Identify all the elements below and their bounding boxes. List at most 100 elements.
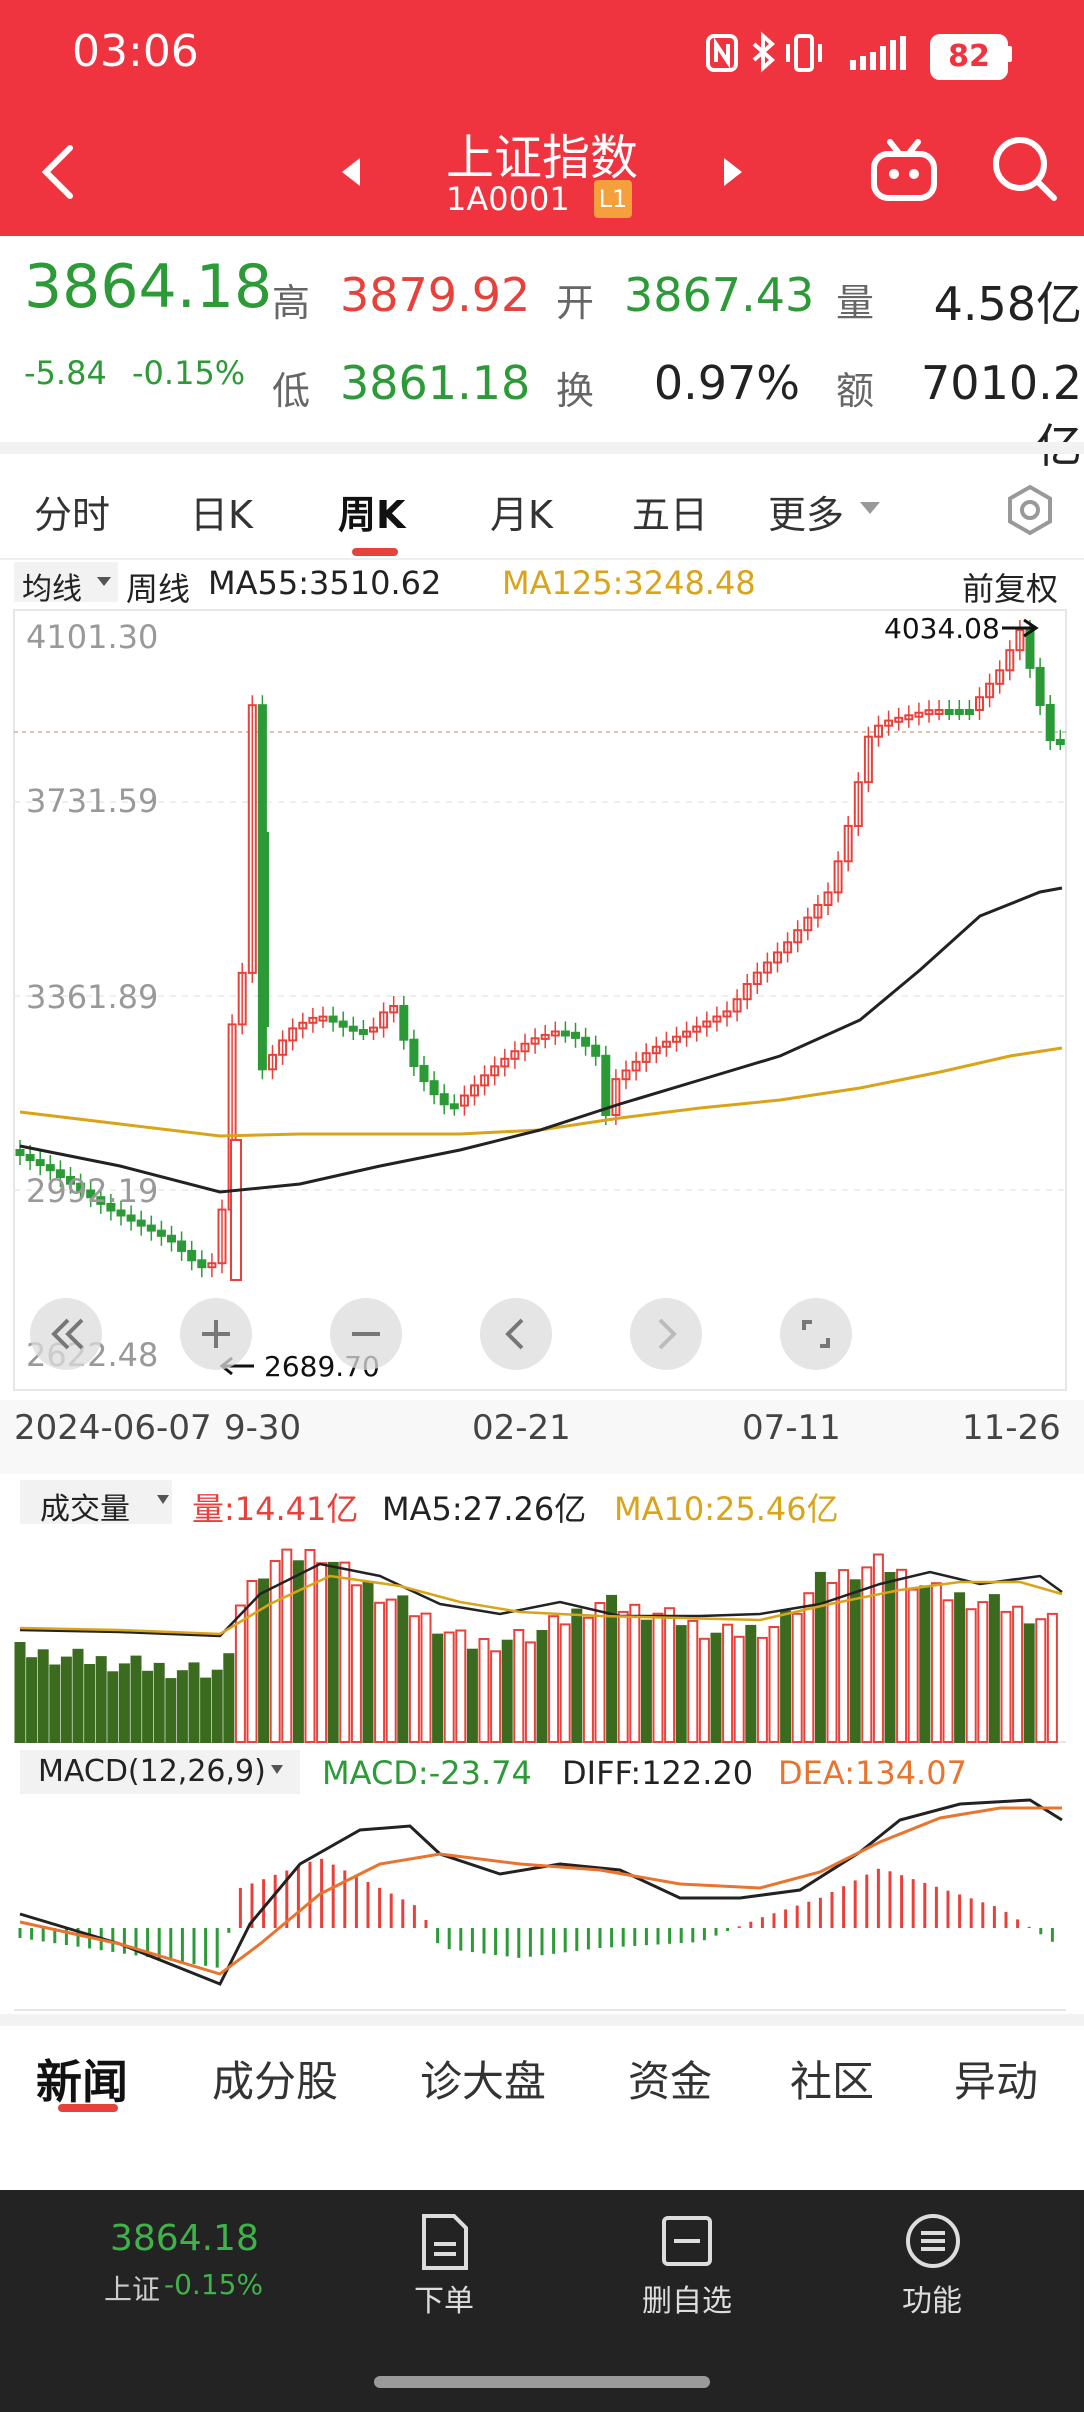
volume-bars: [14, 1548, 1058, 1744]
macd-selector[interactable]: MACD(12,26,9): [20, 1750, 300, 1794]
macd-bar: [958, 1894, 962, 1928]
volume-bar: [896, 1568, 908, 1743]
volume-bar: [49, 1664, 61, 1743]
scroll-left-fast-button[interactable]: [30, 1298, 102, 1370]
volume-bar: [977, 1601, 989, 1743]
tab-more[interactable]: 更多: [768, 493, 845, 537]
volume-bar: [733, 1635, 745, 1743]
tab-monthly-k[interactable]: 月K: [490, 493, 553, 537]
macd-bar: [122, 1928, 126, 1954]
divider: [0, 558, 1084, 560]
volume-bar: [710, 1632, 722, 1743]
macd-bar: [888, 1871, 892, 1928]
date-label-3: 02-21: [472, 1408, 571, 1448]
next-index-button[interactable]: [718, 154, 748, 190]
zoom-out-button[interactable]: [330, 1298, 402, 1370]
amount-value: 7010.2亿: [921, 356, 1082, 473]
adjust-mode[interactable]: 前复权: [962, 570, 1059, 608]
volume-bar: [872, 1553, 884, 1743]
volume-bar: [84, 1664, 96, 1743]
macd-bar: [494, 1928, 498, 1955]
tab-daily-k[interactable]: 日K: [190, 493, 253, 537]
remove-watchlist-icon[interactable]: [660, 2214, 714, 2268]
active-tab-indicator: [58, 2104, 118, 2112]
macd-bar: [656, 1928, 660, 1945]
macd-bar: [610, 1928, 614, 1948]
tab-intraday[interactable]: 分时: [34, 493, 111, 537]
volume-bar: [803, 1592, 815, 1743]
scroll-right-button[interactable]: [630, 1298, 702, 1370]
open-label: 开: [556, 281, 595, 325]
tab-funds[interactable]: 资金: [628, 2057, 713, 2106]
signal-icon: [850, 36, 906, 70]
macd-bar: [250, 1883, 254, 1928]
volume-bar: [490, 1650, 502, 1743]
scroll-left-button[interactable]: [480, 1298, 552, 1370]
volume-bar: [582, 1616, 594, 1743]
volume-chart[interactable]: [0, 1524, 1084, 1744]
search-button[interactable]: [990, 134, 1060, 204]
battery-level: 82: [948, 39, 990, 74]
volume-bar: [107, 1671, 119, 1743]
macd-bar: [923, 1882, 927, 1928]
volume-selector[interactable]: 成交量: [20, 1480, 172, 1527]
tab-diagnose[interactable]: 诊大盘: [420, 2057, 547, 2106]
tab-anomaly[interactable]: 异动: [954, 2057, 1039, 2106]
bluetooth-icon: [752, 31, 776, 73]
tab-weekly-k[interactable]: 周K: [338, 493, 406, 537]
robot-assistant-button[interactable]: [868, 136, 940, 208]
volume-bar: [153, 1662, 165, 1743]
home-indicator[interactable]: [374, 2376, 710, 2388]
macd-chart[interactable]: [0, 1794, 1084, 2012]
back-button[interactable]: [30, 140, 90, 200]
macd-bar: [911, 1879, 915, 1928]
chart-settings-button[interactable]: [1004, 484, 1056, 536]
nav-remove-watchlist[interactable]: 删自选: [642, 2284, 732, 2319]
macd-bar: [436, 1928, 440, 1944]
prev-index-button[interactable]: [336, 154, 366, 190]
status-time: 03:06: [72, 26, 199, 77]
ma-selector[interactable]: 均线: [14, 562, 118, 607]
volume-bar: [362, 1582, 374, 1743]
ma55-value: MA55:3510.62: [208, 564, 442, 602]
volume-bar: [919, 1585, 931, 1744]
nav-price[interactable]: 3864.18: [110, 2218, 259, 2259]
menu-icon[interactable]: [904, 2212, 962, 2270]
volume-selector-label: 成交量: [40, 1492, 130, 1527]
tab-community[interactable]: 社区: [790, 2057, 875, 2106]
search-icon: [993, 137, 1057, 201]
volume-bar: [304, 1549, 316, 1743]
caret-down-icon: [157, 1495, 169, 1504]
right-arrow-icon: [1002, 618, 1039, 638]
zoom-in-button[interactable]: [180, 1298, 252, 1370]
volume-bar: [664, 1607, 676, 1743]
volume-bar: [1046, 1612, 1058, 1744]
volume-bar: [849, 1579, 861, 1743]
macd-bar: [969, 1898, 973, 1928]
price-change-pct: -0.15%: [132, 354, 246, 392]
volume-bar: [698, 1637, 710, 1743]
macd-bar: [401, 1899, 405, 1928]
fullscreen-button[interactable]: [780, 1298, 852, 1370]
volume-bar: [814, 1571, 826, 1744]
nav-functions[interactable]: 功能: [902, 2284, 962, 2319]
volume-ma10: MA10:25.46亿: [614, 1490, 839, 1528]
volume-ma5: MA5:27.26亿: [382, 1490, 587, 1528]
volume-bar: [397, 1595, 409, 1744]
macd-bar: [366, 1882, 370, 1928]
volume-bar: [838, 1569, 850, 1743]
tab-five-day[interactable]: 五日: [632, 493, 709, 537]
tab-news[interactable]: 新闻: [36, 2055, 128, 2109]
kline-chart[interactable]: 4101.30 3731.59 3361.89 2992.19 2622.48 …: [0, 600, 1084, 1400]
volume-bar: [165, 1678, 177, 1744]
macd-bar: [1039, 1928, 1043, 1935]
macd-bar: [169, 1928, 173, 1961]
nav-order[interactable]: 下单: [414, 2284, 474, 2319]
macd-bar: [227, 1928, 231, 1933]
macd-bar: [53, 1928, 57, 1944]
tab-constituents[interactable]: 成分股: [212, 2057, 339, 2106]
volume-bar: [14, 1642, 26, 1743]
date-label-5: 11-26: [962, 1408, 1061, 1448]
order-icon[interactable]: [418, 2212, 472, 2272]
volume-bar: [339, 1561, 351, 1743]
